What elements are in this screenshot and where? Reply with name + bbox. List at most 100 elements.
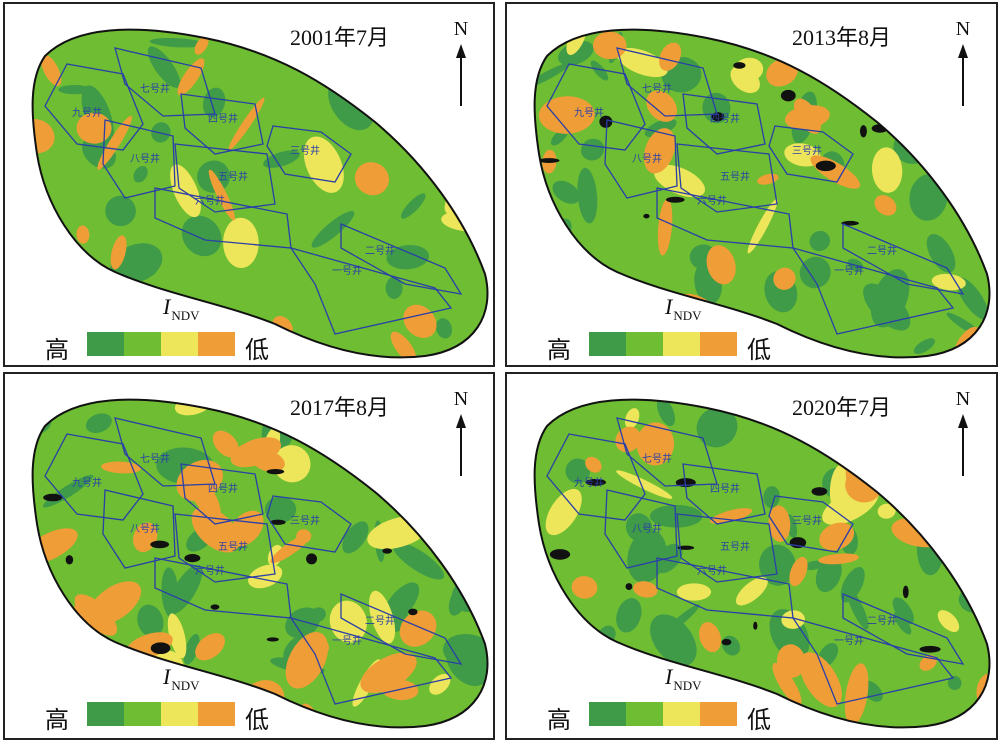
ndvi-patch-mid-low	[617, 48, 668, 78]
ndvi-patch-void	[399, 459, 409, 468]
well-label: 九号井	[72, 106, 102, 119]
ndvi-patch-void	[902, 585, 909, 599]
ndvi-patch-high	[913, 338, 936, 354]
ndvi-patch-mid-low	[248, 564, 283, 589]
north-label: N	[453, 388, 469, 410]
ndvi-patch-low	[793, 98, 821, 134]
legend-swatch-mid-high	[626, 702, 663, 726]
ndvi-patch-low	[819, 522, 855, 551]
north-label: N	[955, 18, 971, 40]
well-boundary	[604, 489, 678, 569]
ndvi-patch-high	[202, 87, 226, 118]
ndvi-patch-low	[76, 225, 90, 244]
ndvi-patch-void	[43, 493, 63, 502]
ndvi-patch-low	[706, 245, 736, 285]
ndvi-patch-high	[926, 233, 956, 273]
well-label: 三号井	[290, 514, 320, 527]
ndvi-patch-low	[959, 112, 990, 155]
ndvi-patch-void	[549, 549, 571, 560]
ndvi-patch-void	[65, 555, 74, 565]
ndvi-patch-void	[408, 608, 418, 616]
well-boundary	[842, 593, 965, 665]
north-label: N	[955, 388, 971, 410]
ndvi-patch-high	[983, 230, 990, 246]
well-boundary	[102, 119, 176, 199]
ndvi-patch-void	[811, 487, 828, 496]
ndvi-patch-mid-low	[924, 58, 939, 83]
ndvi-patch-high	[54, 639, 79, 658]
ndvi-patch-high	[408, 74, 440, 131]
legend-swatch-high	[87, 702, 124, 726]
ndvi-patch-mid-low	[931, 273, 966, 291]
well-boundary	[842, 223, 965, 295]
ndvi-patch-void	[150, 642, 171, 655]
ndvi-patch-low	[636, 422, 675, 466]
ndvi-patch-void	[101, 648, 121, 658]
well-boundary	[768, 495, 854, 553]
legend-swatch-mid-low	[663, 702, 700, 726]
ndvi-patch-low	[776, 644, 806, 678]
well-label: 八号井	[632, 152, 662, 165]
ndvi-patch-high	[147, 46, 181, 88]
legend: INDV 高 低	[537, 294, 782, 364]
well-boundary	[266, 125, 352, 183]
ndvi-patch-high	[446, 637, 488, 687]
ndvi-base	[534, 29, 990, 358]
ndvi-patch-low	[208, 169, 235, 221]
ndvi-patch-mid-low	[747, 198, 778, 254]
ndvi-patch-void	[921, 475, 941, 486]
ndvi-patch-high	[696, 407, 738, 448]
well-boundary	[656, 187, 794, 249]
ndvi-patch-low	[902, 53, 943, 87]
well-boundary	[174, 513, 276, 583]
ndvi-patch-high	[181, 215, 222, 257]
ndvi-patch-high	[916, 131, 957, 165]
ndvi-patch-high	[580, 138, 605, 161]
well-label: 一号井	[332, 264, 362, 277]
well-label: 二号井	[365, 244, 395, 257]
well-boundary	[656, 557, 794, 619]
ndvi-patch-mid-low	[781, 610, 805, 629]
well-label: 六号井	[195, 564, 225, 577]
ndvi-patch-low	[390, 331, 417, 358]
ndvi-patch-void	[753, 621, 758, 630]
ndvi-patch-low	[110, 235, 127, 270]
ndvi-patch-high	[311, 210, 355, 248]
legend-swatch-mid-high	[124, 332, 161, 356]
ndvi-patch-void	[210, 604, 220, 610]
well-label: 六号井	[697, 194, 727, 207]
legend-swatch-mid-low	[663, 332, 700, 356]
panel-date: 2013年8月	[792, 25, 892, 50]
ndvi-patch-high	[650, 614, 697, 666]
ndvi-patch-void	[780, 89, 796, 102]
ndvi-patch-high	[137, 604, 164, 638]
ndvi-patch-high	[952, 128, 965, 162]
ndvi-patch-low	[88, 581, 142, 626]
ndvi-patch-low	[212, 430, 239, 458]
well-boundary	[616, 417, 718, 487]
ndvi-patch-low	[194, 36, 209, 55]
ndvi-patch-void	[599, 115, 613, 128]
ndvi-patch-low	[935, 506, 954, 521]
legend-swatch-high	[589, 332, 626, 356]
well-label: 八号井	[130, 152, 160, 165]
ndvi-patch-high	[590, 60, 609, 81]
well-label: 一号井	[834, 264, 864, 277]
ndvi-patch-high	[400, 193, 426, 219]
north-arrow-icon: N	[949, 18, 977, 106]
legend-swatches	[87, 702, 235, 726]
ndvi-patch-low	[191, 506, 240, 553]
ndvi-patch-low	[925, 121, 956, 153]
ndvi-patch-low	[40, 54, 62, 86]
study-area-outline	[31, 398, 489, 729]
ndvi-patch-high	[310, 607, 326, 622]
well-boundary	[768, 125, 854, 183]
ndvi-patch-high	[809, 230, 831, 252]
ndvi-patch-low	[699, 622, 722, 653]
ndvi-patch-high	[885, 95, 945, 108]
ndvi-patch-low	[421, 483, 476, 517]
well-boundary	[791, 246, 955, 335]
ndvi-patch-mid-low	[167, 613, 187, 659]
ndvi-patch-high	[139, 265, 157, 277]
